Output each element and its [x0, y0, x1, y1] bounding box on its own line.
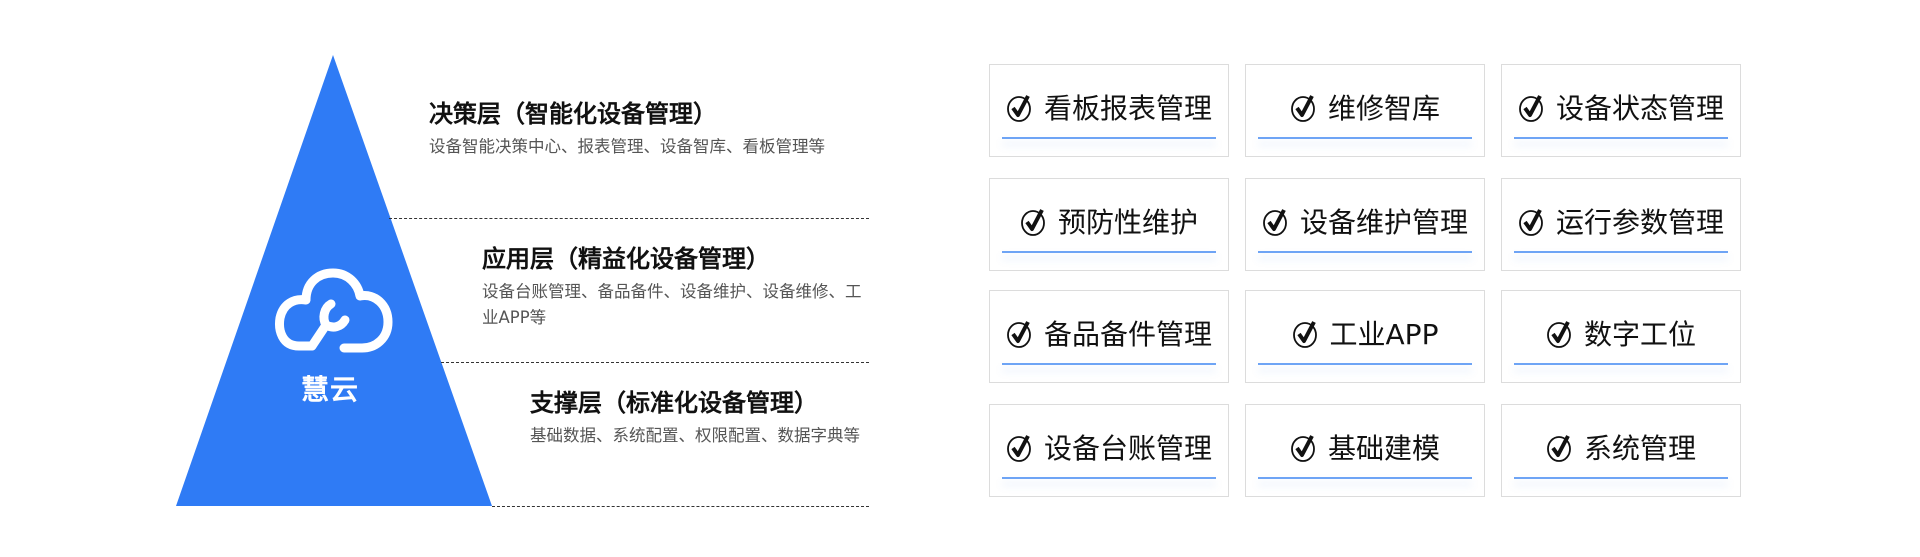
module-row: 运行参数管理 [1502, 201, 1740, 241]
pyramid [176, 55, 492, 506]
module-underline [1258, 251, 1472, 253]
module-card[interactable]: 维修智库 [1245, 64, 1485, 157]
module-underline [1258, 363, 1472, 365]
layer-title: 支撑层（标准化设备管理） [530, 389, 818, 417]
check-circle-icon [1292, 321, 1317, 348]
check-circle-icon [1007, 321, 1031, 348]
module-row: 数字工位 [1502, 313, 1740, 353]
module-card[interactable]: 工业APP [1245, 290, 1485, 383]
module-underline [1002, 477, 1216, 479]
module-card[interactable]: 运行参数管理 [1501, 178, 1741, 271]
layer-desc: 基础数据、系统配置、权限配置、数据字典等 [530, 426, 860, 445]
cloud-wrench-icon [275, 268, 393, 353]
module-underline [1514, 251, 1728, 253]
module-card[interactable]: 看板报表管理 [989, 64, 1229, 157]
module-label: 数字工位 [1583, 318, 1696, 351]
module-label: 设备台账管理 [1043, 432, 1212, 465]
module-row: 系统管理 [1502, 427, 1740, 467]
module-row: 维修智库 [1246, 87, 1484, 127]
check-circle-icon [1547, 321, 1571, 348]
module-row: 工业APP [1246, 313, 1484, 353]
check-circle-icon [1291, 435, 1315, 462]
check-circle-icon [1007, 435, 1031, 462]
module-card[interactable]: 备品备件管理 [989, 290, 1229, 383]
check-circle-icon [1021, 209, 1045, 236]
check-circle-icon [1519, 95, 1543, 122]
check-circle-icon [1547, 435, 1571, 462]
module-card[interactable]: 基础建模 [1245, 404, 1485, 497]
module-row: 看板报表管理 [990, 87, 1228, 127]
module-label: 运行参数管理 [1555, 206, 1724, 239]
module-label: 设备维护管理 [1299, 206, 1468, 239]
module-label: 基础建模 [1327, 432, 1440, 465]
check-circle-icon [1291, 95, 1315, 122]
check-circle-icon [1263, 209, 1287, 236]
module-card[interactable]: 系统管理 [1501, 404, 1741, 497]
module-underline [1002, 137, 1216, 139]
layer-title: 决策层（智能化设备管理） [429, 100, 717, 128]
module-label: 预防性维护 [1057, 206, 1198, 239]
module-underline [1002, 251, 1216, 253]
module-underline [1514, 363, 1728, 365]
module-row: 预防性维护 [990, 201, 1228, 241]
module-underline [1514, 477, 1728, 479]
module-card[interactable]: 设备状态管理 [1501, 64, 1741, 157]
module-card[interactable]: 预防性维护 [989, 178, 1229, 271]
check-circle-icon [1519, 209, 1543, 236]
module-label: 看板报表管理 [1043, 92, 1212, 125]
module-row: 备品备件管理 [990, 313, 1228, 353]
layer-desc: 设备台账管理、备品备件、设备维护、设备维修、工业APP等 [482, 282, 862, 327]
module-card[interactable]: 设备台账管理 [989, 404, 1229, 497]
module-underline [1514, 137, 1728, 139]
divider [441, 362, 869, 363]
module-card[interactable]: 设备维护管理 [1245, 178, 1485, 271]
module-label: 系统管理 [1583, 432, 1696, 465]
divider [492, 506, 869, 507]
module-label: 工业APP [1329, 318, 1439, 351]
module-row: 设备状态管理 [1502, 87, 1740, 127]
module-underline [1258, 137, 1472, 139]
divider [389, 218, 869, 219]
module-label: 维修智库 [1327, 92, 1440, 125]
layer-decision: 决策层（智能化设备管理） 设备智能决策中心、报表管理、设备智库、看板管理等 [429, 98, 869, 160]
module-label: 设备状态管理 [1555, 92, 1724, 125]
layer-support: 支撑层（标准化设备管理） 基础数据、系统配置、权限配置、数据字典等 [530, 387, 870, 449]
layer-application: 应用层（精益化设备管理） 设备台账管理、备品备件、设备维护、设备维修、工业APP… [482, 243, 872, 331]
module-underline [1258, 477, 1472, 479]
module-row: 设备维护管理 [1246, 201, 1484, 241]
pyramid-triangle [176, 55, 492, 506]
brand-name: 慧云 [300, 373, 359, 406]
check-circle-icon [1007, 95, 1031, 122]
layer-title: 应用层（精益化设备管理） [482, 245, 770, 273]
module-label: 备品备件管理 [1043, 318, 1212, 351]
module-row: 基础建模 [1246, 427, 1484, 467]
layer-desc: 设备智能决策中心、报表管理、设备智库、看板管理等 [429, 137, 825, 156]
module-underline [1002, 363, 1216, 365]
module-row: 设备台账管理 [990, 427, 1228, 467]
module-card[interactable]: 数字工位 [1501, 290, 1741, 383]
